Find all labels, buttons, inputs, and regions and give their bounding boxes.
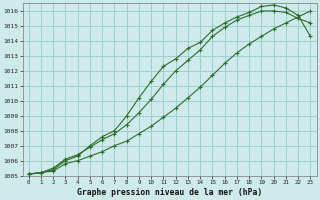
- X-axis label: Graphe pression niveau de la mer (hPa): Graphe pression niveau de la mer (hPa): [77, 188, 262, 197]
